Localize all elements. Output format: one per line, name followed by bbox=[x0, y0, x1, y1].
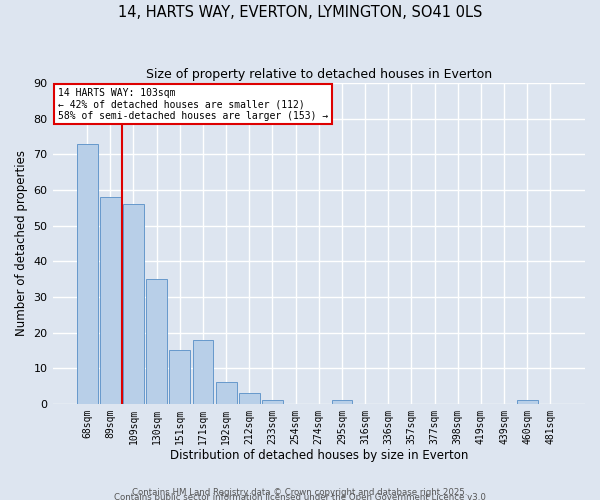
Bar bbox=[332, 400, 352, 404]
Text: 14, HARTS WAY, EVERTON, LYMINGTON, SO41 0LS: 14, HARTS WAY, EVERTON, LYMINGTON, SO41 … bbox=[118, 5, 482, 20]
Bar bbox=[100, 197, 121, 404]
Text: Contains HM Land Registry data © Crown copyright and database right 2025.: Contains HM Land Registry data © Crown c… bbox=[132, 488, 468, 497]
Bar bbox=[77, 144, 98, 404]
Bar bbox=[239, 393, 260, 404]
Title: Size of property relative to detached houses in Everton: Size of property relative to detached ho… bbox=[146, 68, 492, 80]
Bar bbox=[216, 382, 236, 404]
Bar bbox=[517, 400, 538, 404]
Bar bbox=[146, 279, 167, 404]
X-axis label: Distribution of detached houses by size in Everton: Distribution of detached houses by size … bbox=[170, 450, 468, 462]
Text: 14 HARTS WAY: 103sqm
← 42% of detached houses are smaller (112)
58% of semi-deta: 14 HARTS WAY: 103sqm ← 42% of detached h… bbox=[58, 88, 328, 121]
Text: Contains public sector information licensed under the Open Government Licence v3: Contains public sector information licen… bbox=[114, 492, 486, 500]
Bar bbox=[169, 350, 190, 404]
Bar bbox=[193, 340, 214, 404]
Y-axis label: Number of detached properties: Number of detached properties bbox=[15, 150, 28, 336]
Bar bbox=[262, 400, 283, 404]
Bar bbox=[123, 204, 144, 404]
